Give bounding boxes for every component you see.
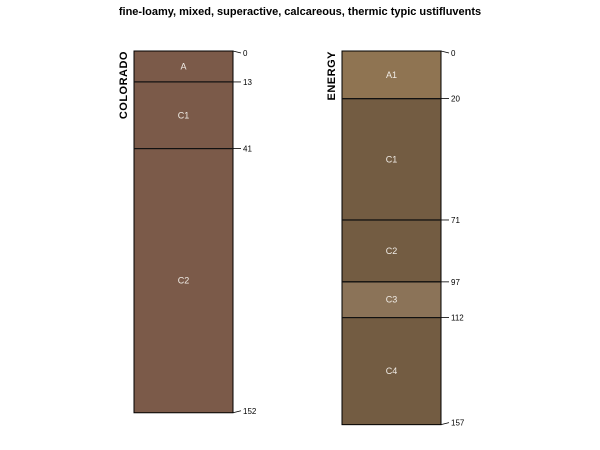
horizon-c2: [341, 219, 442, 283]
depth-label: 41: [243, 145, 252, 154]
depth-label: 20: [451, 95, 460, 104]
horizon-a: [133, 50, 234, 83]
depth-label: 71: [451, 216, 460, 225]
depth-tick: [440, 50, 450, 54]
profile-name: COLORADO: [118, 51, 130, 119]
depth-label: 157: [451, 419, 465, 428]
horizon-c2: [133, 148, 234, 414]
horizon-c3: [341, 281, 442, 319]
depth-label: 112: [451, 314, 464, 323]
horizon-label: C1: [178, 110, 190, 120]
horizon-label: C4: [386, 366, 398, 376]
profile-colorado: A C1 C2 0 13 41 152 COLORADO: [118, 49, 257, 416]
depth-tick: [232, 50, 242, 54]
horizon-label: C2: [178, 276, 190, 286]
depth-label: 152: [243, 407, 257, 416]
figure-title: fine-loamy, mixed, superactive, calcareo…: [118, 6, 482, 18]
depth-tick: [440, 422, 450, 426]
profile-name: ENERGY: [326, 51, 338, 101]
horizon-c1: [341, 98, 442, 221]
depth-label: 0: [243, 49, 248, 58]
profile-energy: A1 C1 C2 C3 C4 0 20 71 97 112 157 ENERGY: [326, 49, 465, 428]
horizon-label: A: [180, 61, 186, 71]
depth-label: 0: [451, 49, 456, 58]
horizon-label: C2: [386, 246, 398, 256]
depth-tick: [232, 410, 242, 414]
depth-label: 97: [451, 278, 460, 287]
depth-label: 13: [243, 78, 252, 87]
horizon-label: C1: [386, 154, 398, 164]
horizon-label: A1: [386, 70, 397, 80]
horizon-label: C3: [386, 295, 398, 305]
horizon-c4: [341, 317, 442, 426]
